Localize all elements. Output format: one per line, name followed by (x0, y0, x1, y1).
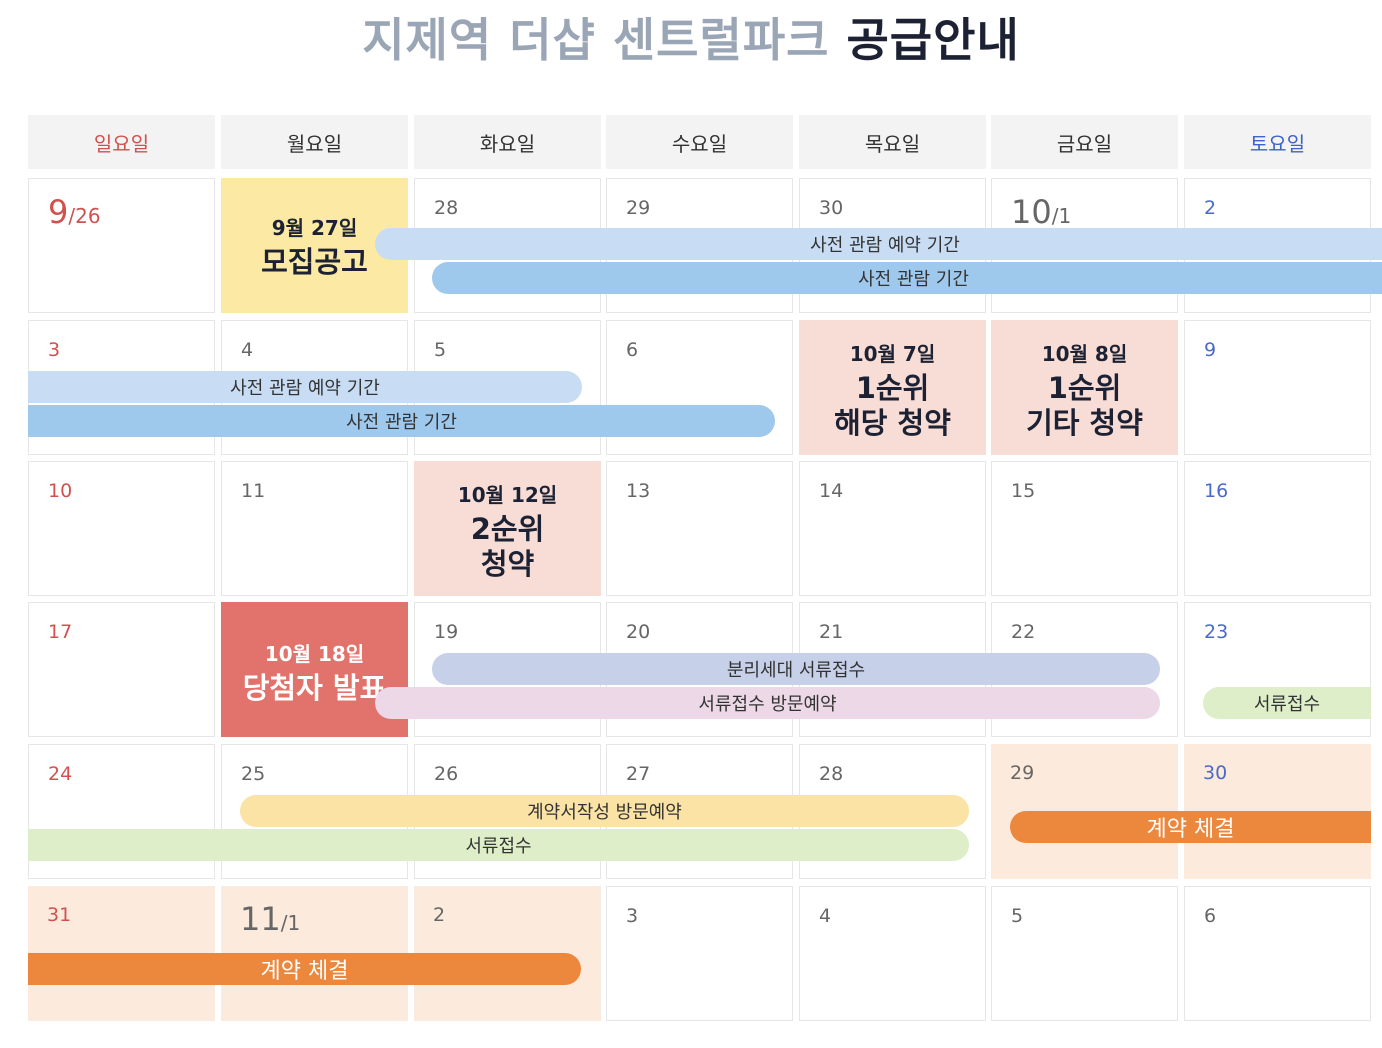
calendar-cell[interactable]: 17 (28, 602, 215, 737)
event-title: 2순위 (470, 512, 545, 546)
calendar-cell[interactable]: 9 (1184, 320, 1371, 455)
calendar-cell[interactable]: 5 (991, 886, 1178, 1021)
day-number: 2 (433, 904, 446, 926)
bar-preview-reservation[interactable]: 사전 관람 예약 기간 (28, 371, 582, 403)
calendar-cell-winners[interactable]: 10월 18일 당첨자 발표 (221, 602, 408, 737)
weekday-sunday: 일요일 (28, 115, 215, 169)
day-number: 21 (819, 621, 844, 643)
day-number: 9 (1204, 339, 1217, 361)
bar-contract-writing-reservation[interactable]: 계약서작성 방문예약 (240, 795, 969, 827)
day-number: 26 (434, 763, 459, 785)
bar-preview-reservation[interactable]: 사전 관람 예약 기간 (375, 228, 1382, 260)
calendar-cell[interactable]: 13 (606, 461, 793, 596)
bar-docs-receipt[interactable]: 서류접수 (28, 829, 969, 861)
day-number: 30 (819, 197, 844, 219)
calendar-cell[interactable]: 4 (799, 886, 986, 1021)
weekday-wednesday: 수요일 (606, 115, 793, 169)
day-number: 28 (434, 197, 459, 219)
calendar-cell[interactable]: 9/26 (28, 178, 215, 313)
event-subtitle: 해당 청약 (834, 406, 951, 440)
event-title: 1순위 (1047, 371, 1122, 405)
day-number: 3 (626, 905, 639, 927)
day-number: 6 (1204, 905, 1217, 927)
weekday-friday: 금요일 (991, 115, 1178, 169)
bar-contract-signing[interactable]: 계약 체결 (28, 953, 581, 985)
day-number: 20 (626, 621, 651, 643)
bar-preview-period[interactable]: 사전 관람 기간 (28, 405, 775, 437)
event-winners-announcement: 10월 18일 당첨자 발표 (221, 638, 408, 706)
day-number: 22 (1011, 621, 1036, 643)
day-number: 9/26 (48, 193, 101, 231)
calendar-cell-second-priority[interactable]: 10월 12일 2순위 청약 (414, 461, 601, 596)
calendar-cell[interactable]: 10 (28, 461, 215, 596)
bar-docs-visit-reservation[interactable]: 서류접수 방문예약 (375, 687, 1160, 719)
calendar-cell[interactable]: 14 (799, 461, 986, 596)
event-subtitle: 청약 (480, 547, 535, 581)
bar-split-household-docs[interactable]: 분리세대 서류접수 (432, 653, 1160, 685)
event-date: 10월 7일 (849, 342, 936, 366)
day-number: 4 (241, 339, 254, 361)
calendar-cell[interactable]: 16 (1184, 461, 1371, 596)
event-date: 9월 27일 (271, 216, 358, 240)
bar-contract-signing[interactable]: 계약 체결 (1010, 811, 1371, 843)
event-subtitle: 기타 청약 (1026, 406, 1143, 440)
day-number: 13 (626, 480, 651, 502)
event-date: 10월 12일 (457, 483, 558, 507)
day-number: 29 (1010, 762, 1035, 784)
day-number: 2 (1204, 197, 1217, 219)
event-date: 10월 18일 (264, 642, 365, 666)
bar-preview-period[interactable]: 사전 관람 기간 (432, 262, 1382, 294)
calendar-cell[interactable]: 6 (1184, 886, 1371, 1021)
day-number: 28 (819, 763, 844, 785)
day-number: 19 (434, 621, 459, 643)
day-number: 25 (241, 763, 266, 785)
calendar-cell-first-priority-other[interactable]: 10월 8일 1순위 기타 청약 (991, 320, 1178, 455)
title-project-name: 지제역 더샵 센트럴파크 (362, 13, 830, 67)
day-number: 23 (1204, 621, 1229, 643)
calendar-cell-first-priority-local[interactable]: 10월 7일 1순위 해당 청약 (799, 320, 986, 455)
event-title: 당첨자 발표 (242, 671, 387, 705)
event-date: 10월 8일 (1041, 342, 1128, 366)
day-number: 10 (48, 480, 73, 502)
day-number: 15 (1011, 480, 1036, 502)
day-number: 5 (1011, 905, 1024, 927)
event-second-priority: 10월 12일 2순위 청약 (414, 479, 601, 582)
calendar-cell[interactable]: 11 (221, 461, 408, 596)
day-number: 11/1 (240, 900, 301, 938)
bar-docs-receipt[interactable]: 서류접수 (1203, 687, 1371, 719)
day-number: 17 (48, 621, 73, 643)
weekday-thursday: 목요일 (799, 115, 986, 169)
day-number: 27 (626, 763, 651, 785)
day-number: 29 (626, 197, 651, 219)
event-title: 모집공고 (261, 245, 368, 279)
day-number: 14 (819, 480, 844, 502)
event-recruitment-notice: 9월 27일 모집공고 (221, 212, 408, 280)
day-number: 24 (48, 763, 73, 785)
calendar-cell[interactable]: 3 (606, 886, 793, 1021)
page-title: 지제역 더샵 센트럴파크 공급안내 (0, 4, 1382, 70)
day-number: 4 (819, 905, 832, 927)
title-supply-info: 공급안내 (846, 13, 1020, 67)
day-number: 31 (47, 904, 72, 926)
event-first-priority-other: 10월 8일 1순위 기타 청약 (991, 338, 1178, 441)
weekday-tuesday: 화요일 (414, 115, 601, 169)
day-number: 10/1 (1011, 193, 1072, 231)
day-number: 5 (434, 339, 447, 361)
weekday-saturday: 토요일 (1184, 115, 1371, 169)
weekday-monday: 월요일 (221, 115, 408, 169)
day-number: 16 (1204, 480, 1229, 502)
event-title: 1순위 (855, 371, 930, 405)
day-number: 3 (48, 339, 61, 361)
calendar-cell[interactable]: 15 (991, 461, 1178, 596)
day-number: 30 (1203, 762, 1228, 784)
day-number: 11 (241, 480, 266, 502)
event-first-priority-local: 10월 7일 1순위 해당 청약 (799, 338, 986, 441)
day-number: 6 (626, 339, 639, 361)
